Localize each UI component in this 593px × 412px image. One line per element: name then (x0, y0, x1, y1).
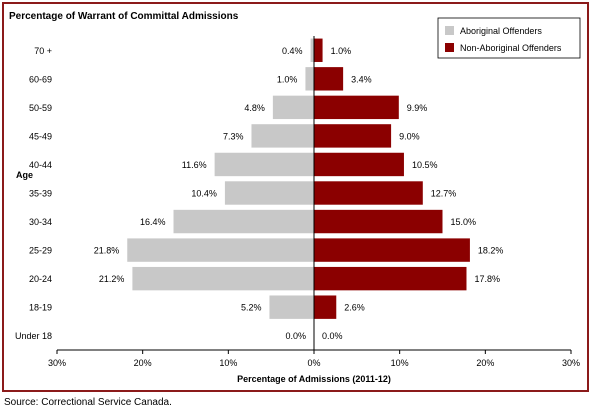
category-label: 50-59 (29, 103, 52, 113)
legend-box (437, 17, 581, 59)
category-label: 70 + (34, 46, 52, 56)
aboriginal-value-label: 21.2% (99, 274, 125, 284)
aboriginal-bar (224, 181, 314, 205)
x-tick-label: 10% (391, 358, 409, 368)
non-aboriginal-value-label: 15.0% (451, 217, 477, 227)
aboriginal-value-label: 21.8% (94, 246, 120, 256)
plot-area: 70 + 0.4% 1.0% 60-69 1.0% 3.4% 50-59 4.8% 9.9% 45… (15, 36, 580, 368)
chart-legend: Aboriginal Offenders Non-Aboriginal Offen… (437, 17, 581, 59)
non-aboriginal-value-label: 9.0% (399, 131, 420, 141)
aboriginal-bar (272, 95, 314, 120)
category-label: 35-39 (29, 189, 52, 199)
chart-title: Percentage of Warrant of Committal Admis… (9, 11, 239, 22)
non-aboriginal-bar (314, 209, 443, 234)
non-aboriginal-value-label: 3.4% (351, 74, 372, 84)
non-aboriginal-value-label: 10.5% (412, 160, 438, 170)
category-label: 30-34 (29, 217, 52, 227)
non-aboriginal-bar (314, 38, 323, 62)
pyramid-chart: Percentage of Warrant of Committal Admis… (9, 11, 581, 384)
x-tick-label: 30% (48, 358, 66, 368)
non-aboriginal-value-label: 18.2% (478, 246, 504, 256)
non-aboriginal-bar (314, 238, 470, 262)
legend-label: Aboriginal Offenders (460, 26, 542, 36)
category-label: 40-44 (29, 160, 52, 170)
aboriginal-value-label: 1.0% (277, 74, 298, 84)
aboriginal-bar (173, 209, 314, 234)
category-label: 25-29 (29, 246, 52, 256)
legend-swatch (445, 43, 454, 52)
aboriginal-bar (214, 152, 314, 177)
category-label: Under 18 (15, 331, 52, 341)
non-aboriginal-value-label: 17.8% (474, 274, 500, 284)
x-tick-label: 0% (307, 358, 320, 368)
non-aboriginal-bar (314, 67, 344, 91)
x-tick-label: 20% (134, 358, 152, 368)
non-aboriginal-bar (314, 124, 392, 148)
y-axis-label: Age (16, 170, 33, 180)
category-label: 20-24 (29, 274, 52, 284)
x-axis-label: Percentage of Admissions (2011-12) (237, 374, 391, 384)
legend-swatch (445, 26, 454, 35)
aboriginal-bar (127, 238, 314, 262)
aboriginal-value-label: 11.6% (182, 160, 207, 170)
aboriginal-value-label: 0.4% (282, 46, 303, 56)
category-label: 45-49 (29, 131, 52, 141)
aboriginal-value-label: 0.0% (285, 331, 306, 341)
source-note: Source: Correctional Service Canada. (4, 397, 172, 408)
category-label: 60-69 (29, 74, 52, 84)
x-tick-label: 20% (476, 358, 494, 368)
category-label: 18-19 (29, 303, 52, 313)
aboriginal-bar (310, 38, 314, 62)
non-aboriginal-value-label: 2.6% (344, 303, 365, 313)
aboriginal-value-label: 16.4% (140, 217, 166, 227)
non-aboriginal-bar (314, 181, 423, 205)
aboriginal-bar (251, 124, 314, 148)
non-aboriginal-bar (314, 295, 337, 319)
non-aboriginal-value-label: 1.0% (331, 46, 352, 56)
aboriginal-value-label: 5.2% (241, 303, 262, 313)
aboriginal-value-label: 10.4% (191, 189, 217, 199)
legend-label: Non-Aboriginal Offenders (460, 43, 562, 53)
non-aboriginal-bar (314, 152, 404, 177)
aboriginal-value-label: 4.8% (244, 103, 265, 113)
aboriginal-bar (305, 67, 314, 91)
non-aboriginal-value-label: 12.7% (431, 189, 457, 199)
x-tick-label: 10% (219, 358, 237, 368)
non-aboriginal-bar (314, 266, 467, 291)
non-aboriginal-bar (314, 95, 399, 120)
aboriginal-value-label: 7.3% (223, 131, 244, 141)
aboriginal-bar (132, 266, 314, 291)
aboriginal-bar (269, 295, 314, 319)
x-tick-label: 30% (562, 358, 580, 368)
non-aboriginal-value-label: 0.0% (322, 331, 343, 341)
non-aboriginal-value-label: 9.9% (407, 103, 428, 113)
